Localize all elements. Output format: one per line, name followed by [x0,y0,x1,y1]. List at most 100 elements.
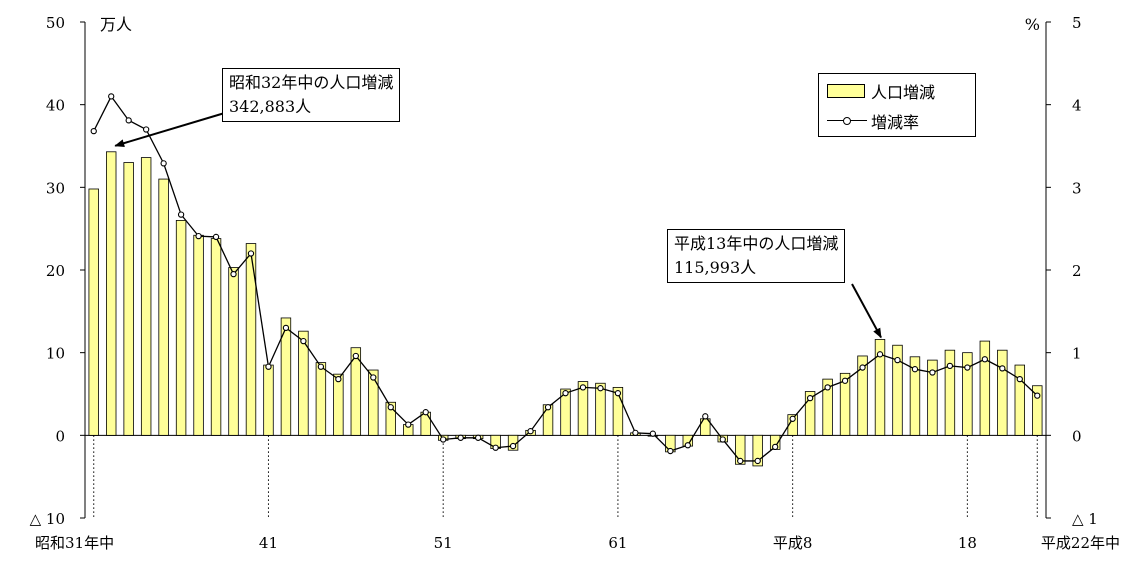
right-axis-unit: % [1025,15,1040,34]
bar-10 [263,364,274,436]
left-tick-label-3: 20 [46,262,65,280]
legend-line-swatch [827,114,867,128]
bar-50 [962,352,973,436]
bar-5 [175,219,187,436]
rate-point-11 [282,324,290,332]
bar-53 [1014,364,1025,436]
rate-point-2 [125,117,132,124]
bar-46 [892,344,903,436]
rate-point-9 [247,250,255,257]
rate-point-14 [335,375,342,383]
bar-43 [839,372,851,436]
bar-48 [927,359,938,436]
left-tick-label-1: 40 [46,97,65,115]
rate-point-17 [387,404,394,411]
left-tick-label-5: 0 [55,427,65,445]
bar-11 [280,317,292,436]
callout-showa32-arrow [114,111,229,148]
bar-38 [752,434,763,467]
legend-item-line: 増減率 [827,110,919,132]
rate-point-25 [527,428,534,435]
rate-point-39 [772,443,779,451]
bar-37 [735,434,746,465]
bar-51 [979,340,991,436]
rate-point-42 [824,384,831,391]
rate-point-7 [212,233,220,241]
rate-point-51 [981,356,988,363]
rate-point-52 [999,365,1006,372]
rate-point-33 [667,447,674,455]
bar-52 [997,349,1008,436]
rate-point-36 [719,436,726,443]
right-tick-label-4: 1 [1072,345,1082,363]
bar-8 [228,267,239,436]
bar-13 [315,362,327,436]
rate-point-43 [841,377,849,384]
right-tick-label-0: 5 [1072,14,1082,32]
bar-47 [909,356,921,436]
x-tick-label-6: 平成22年中 [1041,534,1120,552]
bar-4 [158,178,169,436]
right-tick-label-2: 3 [1072,179,1082,197]
legend-item-bar: 人口増減 [827,80,935,102]
bar-19 [420,411,431,436]
bar-45 [874,339,886,436]
rate-point-8 [230,270,237,278]
rate-point-40 [789,415,796,422]
x-tick-label-2: 51 [434,534,453,552]
bar-0 [88,188,99,436]
rate-point-0 [90,127,97,135]
rate-point-24 [509,442,517,450]
left-tick-label-0: 50 [46,14,65,32]
rate-point-5 [177,211,185,218]
left-tick-label-4: 10 [46,345,65,363]
rate-point-31 [632,429,639,436]
rate-point-27 [562,390,569,397]
rate-point-48 [929,369,936,376]
bar-12 [298,330,309,436]
bar-3 [140,157,152,436]
rate-point-35 [702,413,709,420]
right-tick-label-3: 2 [1072,262,1082,280]
bar-6 [193,234,204,436]
rate-point-10 [265,363,272,370]
rate-point-46 [894,356,901,364]
bar-16 [368,369,379,436]
bar-42 [822,378,833,436]
rate-point-28 [579,384,587,391]
rate-point-49 [946,362,954,370]
callout-heisei13-arrow [851,283,882,339]
right-tick-label-5: 0 [1072,427,1082,445]
rate-point-44 [859,364,866,371]
left-axis-unit: 万人 [100,15,132,34]
right-tick-label-6: △ 1 [1072,510,1098,528]
rate-point-50 [964,364,971,371]
rate-point-1 [108,93,115,100]
rate-point-45 [876,351,884,358]
bar-41 [804,391,816,436]
left-tick-label-2: 30 [46,179,65,197]
left-tick-label-6: △ 10 [30,510,65,528]
bar-28 [577,381,589,436]
chart-legend: 人口増減 増減率 [818,73,976,137]
bar-30 [612,386,624,436]
bar-2 [123,162,134,436]
rate-point-4 [160,160,167,167]
bar-9 [245,243,257,436]
x-tick-label-3: 61 [608,534,627,552]
rate-point-16 [370,374,377,381]
x-tick-label-1: 41 [259,534,278,552]
rate-point-21 [457,434,464,441]
rate-point-34 [684,442,691,449]
bar-27 [560,388,571,436]
rate-point-23 [492,444,499,451]
legend-line-label: 増減率 [871,113,920,132]
rate-point-18 [405,421,412,428]
x-tick-label-0: 昭和31年中 [35,534,114,552]
callout-showa32: 昭和32年中の人口増減 342,883人 [222,68,401,122]
legend-bar-label: 人口増減 [871,83,936,102]
legend-bar-swatch [827,84,865,98]
bar-49 [944,349,956,436]
rate-point-6 [195,232,202,240]
rate-point-20 [440,436,447,443]
